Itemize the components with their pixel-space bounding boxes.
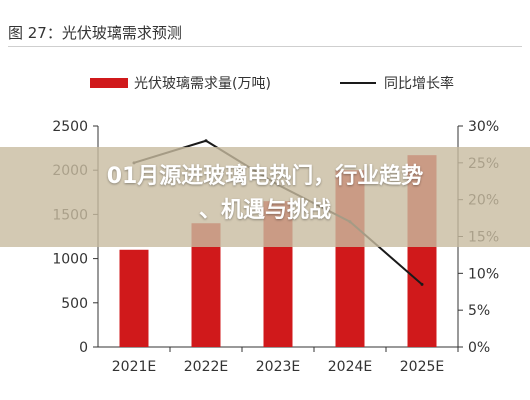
figure-title: 图 27：光伏玻璃需求预测 bbox=[8, 24, 182, 42]
x-tick-label: 2022E bbox=[184, 359, 228, 375]
demand-bar bbox=[119, 249, 149, 347]
y-right-tick-label: 30% bbox=[468, 119, 499, 135]
banner-line-1: 01月源进玻璃电热门，行业趋势 bbox=[106, 164, 424, 189]
y-right-tick-label: 0% bbox=[468, 340, 490, 356]
y-right-tick-label: 5% bbox=[468, 303, 490, 319]
legend-label-bar: 光伏玻璃需求量(万吨) bbox=[134, 75, 271, 92]
y-left-tick-label: 2500 bbox=[52, 119, 88, 135]
x-tick-label: 2023E bbox=[256, 359, 300, 375]
banner-headline: 01月源进玻璃电热门，行业趋势 、机遇与挑战 bbox=[0, 160, 530, 228]
title-divider bbox=[8, 46, 522, 47]
title-banner bbox=[0, 147, 530, 247]
banner-line-2: 、机遇与挑战 bbox=[198, 198, 331, 223]
growth-rate-point bbox=[420, 282, 424, 286]
legend-label-line: 同比增长率 bbox=[384, 75, 454, 92]
y-left-tick-label: 0 bbox=[79, 340, 88, 356]
x-tick-label: 2025E bbox=[400, 359, 444, 375]
legend-swatch-bar bbox=[90, 78, 128, 88]
y-right-tick-label: 10% bbox=[468, 266, 499, 282]
y-left-tick-label: 500 bbox=[61, 296, 88, 312]
growth-rate-point bbox=[204, 139, 208, 143]
x-tick-label: 2021E bbox=[112, 359, 156, 375]
y-left-tick-label: 1000 bbox=[52, 252, 88, 268]
x-tick-label: 2024E bbox=[328, 359, 372, 375]
